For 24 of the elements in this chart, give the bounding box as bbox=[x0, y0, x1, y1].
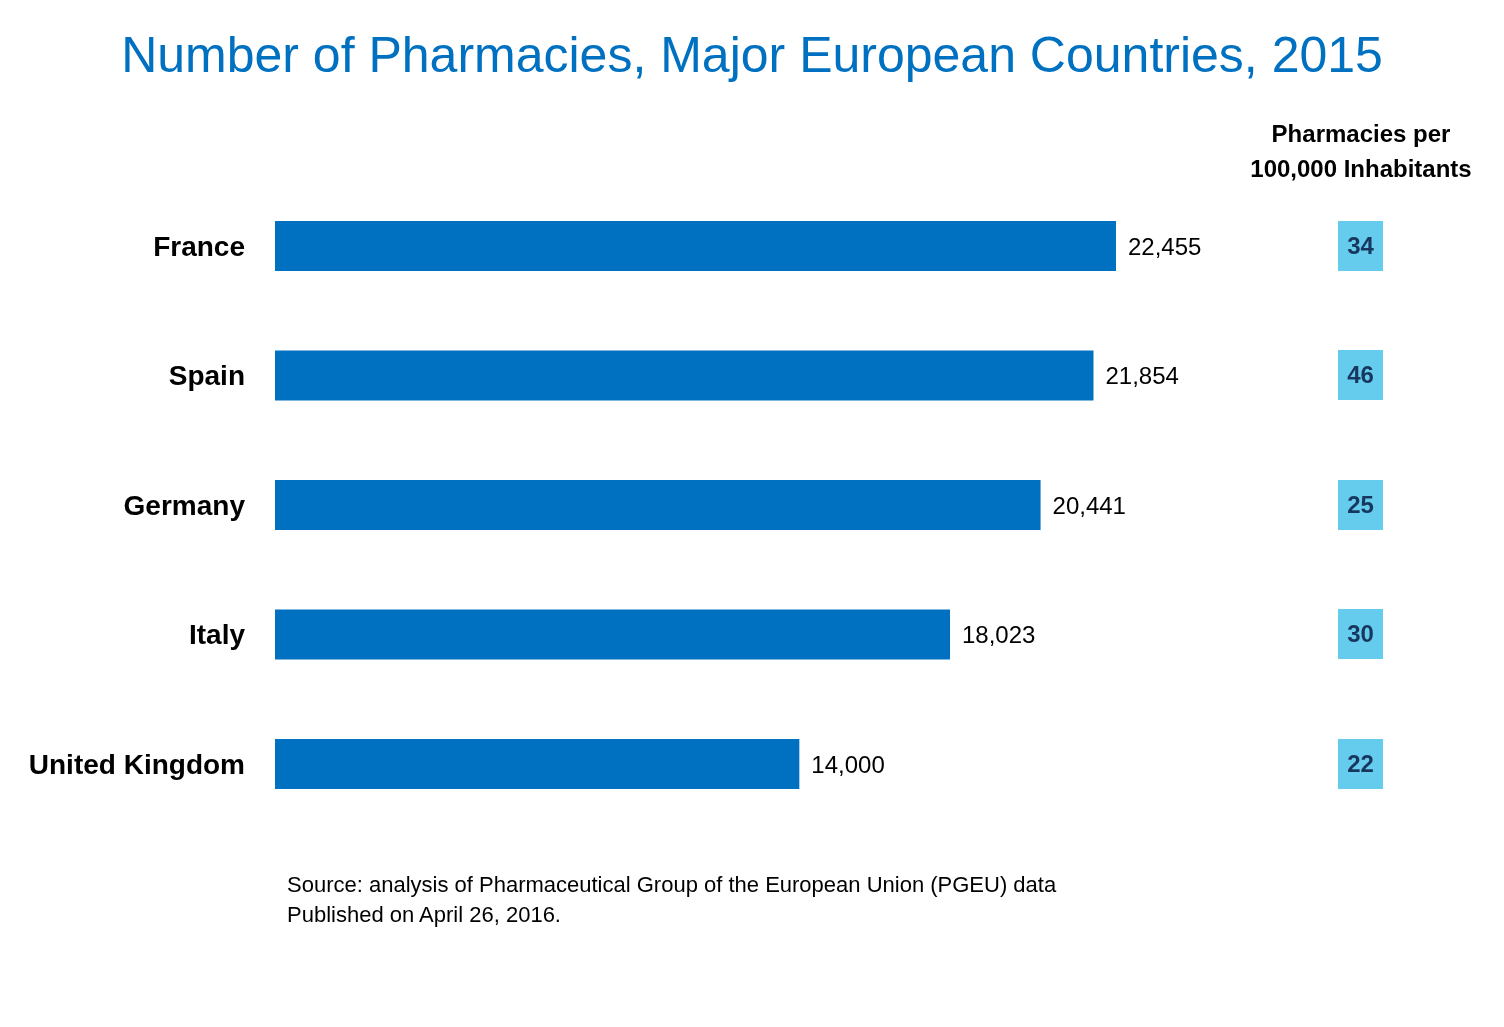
y-tick-label: United Kingdom bbox=[28, 748, 245, 780]
bar bbox=[275, 739, 800, 789]
bar bbox=[275, 480, 1041, 530]
data-label: 34 bbox=[1338, 220, 1383, 271]
y-tick-label: Spain bbox=[168, 360, 245, 392]
data-label: 18,023 bbox=[962, 621, 1036, 649]
bar bbox=[275, 221, 1116, 271]
data-label: 25 bbox=[1338, 479, 1383, 530]
chart-title: Number of Pharmacies, Major European Countries, 2015 bbox=[120, 26, 1384, 84]
text: Published on April 26, 2016. bbox=[287, 901, 562, 929]
data-label: 14,000 bbox=[811, 750, 885, 778]
data-label: 46 bbox=[1338, 350, 1383, 401]
data-label: 22 bbox=[1338, 738, 1383, 789]
bar bbox=[275, 609, 951, 660]
data-label: 21,854 bbox=[1105, 362, 1179, 390]
data-label: 30 bbox=[1338, 609, 1383, 660]
data-label: 20,441 bbox=[1052, 491, 1126, 519]
y-tick-label: Germany bbox=[123, 489, 246, 521]
y-tick-label: Italy bbox=[188, 619, 246, 651]
bar bbox=[275, 350, 1094, 401]
text: Pharmacies per 100,000 Inhabitants bbox=[1249, 119, 1473, 184]
source-note: Source: analysis of Pharmaceutical Group of the European Union (PGEU) data bbox=[287, 871, 1057, 899]
data-label: 22,455 bbox=[1128, 232, 1202, 260]
y-tick-label: France bbox=[153, 230, 245, 262]
